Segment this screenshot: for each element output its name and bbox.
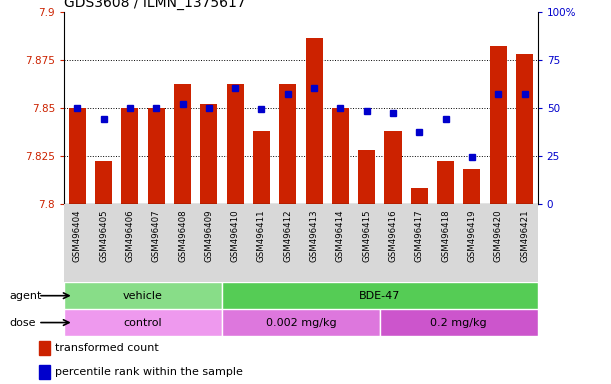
Text: GSM496420: GSM496420 bbox=[494, 210, 503, 262]
Text: GDS3608 / ILMN_1375617: GDS3608 / ILMN_1375617 bbox=[64, 0, 246, 10]
Bar bbox=[64, 309, 222, 336]
Bar bbox=[489, 46, 507, 204]
Text: GSM496408: GSM496408 bbox=[178, 210, 187, 262]
Text: GSM496407: GSM496407 bbox=[152, 210, 161, 262]
Text: GSM496405: GSM496405 bbox=[99, 210, 108, 262]
Bar bbox=[516, 54, 533, 204]
Text: GSM496414: GSM496414 bbox=[336, 210, 345, 262]
Text: GSM496404: GSM496404 bbox=[73, 210, 82, 262]
Bar bbox=[122, 108, 139, 204]
Text: GSM496413: GSM496413 bbox=[310, 210, 318, 262]
Bar bbox=[200, 104, 218, 204]
Bar bbox=[463, 169, 480, 204]
Text: 0.2 mg/kg: 0.2 mg/kg bbox=[430, 318, 487, 328]
Bar bbox=[253, 131, 270, 204]
Text: GSM496421: GSM496421 bbox=[520, 210, 529, 262]
Text: GSM496415: GSM496415 bbox=[362, 210, 371, 262]
Text: transformed count: transformed count bbox=[55, 343, 159, 353]
Bar bbox=[437, 161, 454, 204]
Text: 0.002 mg/kg: 0.002 mg/kg bbox=[266, 318, 336, 328]
Bar bbox=[358, 150, 375, 204]
Bar bbox=[411, 188, 428, 204]
Bar bbox=[279, 84, 296, 204]
Text: GSM496416: GSM496416 bbox=[389, 210, 398, 262]
Bar bbox=[332, 108, 349, 204]
Text: GSM496411: GSM496411 bbox=[257, 210, 266, 262]
Text: percentile rank within the sample: percentile rank within the sample bbox=[55, 367, 243, 377]
Bar bbox=[306, 38, 323, 204]
Text: GSM496419: GSM496419 bbox=[467, 210, 477, 262]
Bar bbox=[222, 282, 538, 309]
Bar bbox=[64, 282, 222, 309]
Text: GSM496412: GSM496412 bbox=[284, 210, 292, 262]
Text: GSM496418: GSM496418 bbox=[441, 210, 450, 262]
Bar bbox=[148, 108, 165, 204]
Text: vehicle: vehicle bbox=[123, 291, 163, 301]
Bar bbox=[95, 161, 112, 204]
Bar bbox=[227, 84, 244, 204]
Bar bbox=[380, 309, 538, 336]
Text: BDE-47: BDE-47 bbox=[359, 291, 401, 301]
Text: dose: dose bbox=[9, 318, 35, 328]
Text: GSM496409: GSM496409 bbox=[204, 210, 213, 262]
Text: agent: agent bbox=[9, 291, 42, 301]
Text: GSM496417: GSM496417 bbox=[415, 210, 424, 262]
Bar bbox=[38, 341, 50, 355]
Text: GSM496406: GSM496406 bbox=[125, 210, 134, 262]
Bar bbox=[38, 365, 50, 379]
Bar bbox=[222, 309, 380, 336]
Bar bbox=[174, 84, 191, 204]
Text: GSM496410: GSM496410 bbox=[230, 210, 240, 262]
Text: control: control bbox=[124, 318, 163, 328]
Bar bbox=[69, 108, 86, 204]
Bar bbox=[384, 131, 401, 204]
